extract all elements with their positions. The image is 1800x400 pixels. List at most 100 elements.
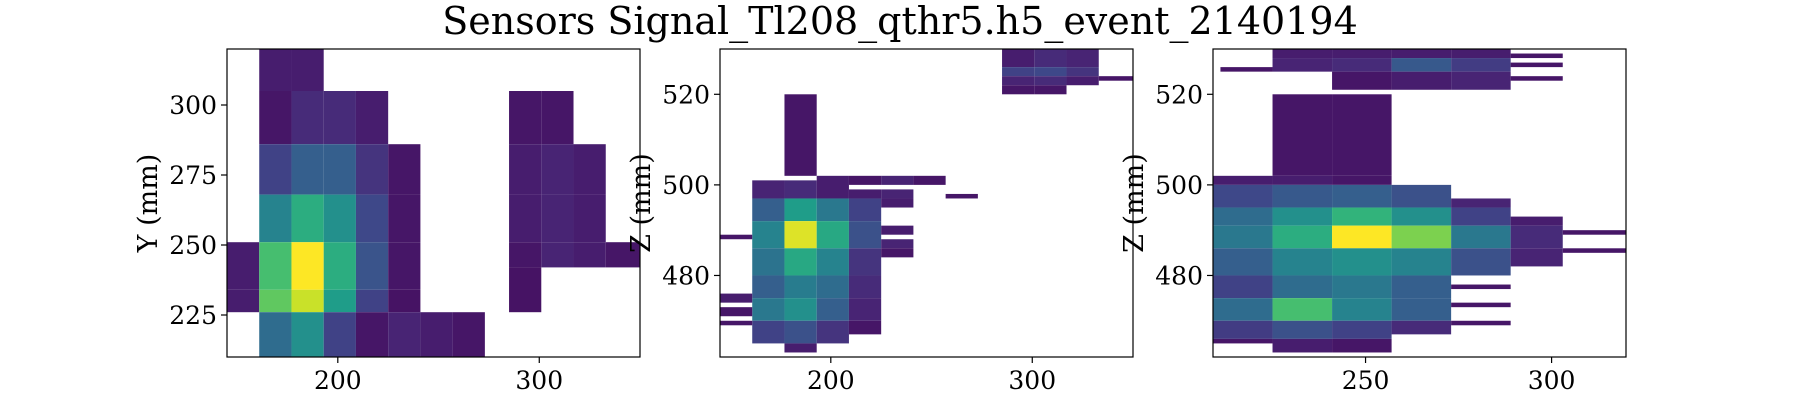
heatmap-cell <box>259 49 292 91</box>
heatmap-cell <box>1451 198 1511 208</box>
heatmap-cell <box>913 175 946 185</box>
heatmap-cell <box>1562 230 1626 235</box>
heatmap-cell <box>1391 298 1452 321</box>
heatmap-cell <box>1391 225 1452 249</box>
heatmap-cell <box>355 91 389 145</box>
heatmap-cell <box>605 242 640 268</box>
y-axis-label: Z (mm) <box>626 153 657 253</box>
heatmap-cell <box>1272 320 1333 339</box>
heatmap-cell <box>1213 225 1273 249</box>
heatmap-cell <box>881 189 914 199</box>
heatmap-cells <box>1213 49 1626 353</box>
panel-xz: 200 300 480 500 520 Z (mm) <box>626 48 1134 395</box>
heatmap-cell <box>259 242 292 290</box>
heatmap-cell <box>1451 320 1511 326</box>
heatmap-cell <box>291 144 324 195</box>
heatmap-cell <box>720 234 753 240</box>
heatmap-cell <box>541 91 574 145</box>
heatmap-cell <box>1332 275 1392 299</box>
heatmap-cell <box>355 242 389 290</box>
heatmap-cell <box>1272 248 1333 276</box>
heatmap-cell <box>1332 248 1392 276</box>
heatmap-cell <box>752 275 785 299</box>
heatmap-cell <box>1272 298 1333 321</box>
axes-frame <box>1212 48 1627 358</box>
heatmap-cell <box>388 242 421 290</box>
heatmap-cell <box>784 298 817 321</box>
heatmap-cell <box>323 242 356 290</box>
heatmap-cell <box>259 194 292 243</box>
heatmap-cell <box>1332 298 1392 321</box>
heatmap-cell <box>1034 49 1067 68</box>
heatmap-cell <box>784 221 817 249</box>
heatmap-cell <box>848 275 882 299</box>
heatmap-cell <box>720 320 753 326</box>
heatmap-cell <box>1510 76 1563 81</box>
heatmap-cell <box>388 194 421 243</box>
heatmap-cell <box>816 221 849 249</box>
heatmap-cell <box>227 289 260 313</box>
y-tick-label: 500 <box>662 171 710 200</box>
axes-frame <box>719 48 1134 358</box>
heatmap-cell <box>1451 49 1511 59</box>
heatmap-cell <box>816 275 849 299</box>
heatmap-cell <box>509 194 542 243</box>
x-tick-label: 300 <box>1528 366 1576 395</box>
heatmap-cell <box>1332 207 1392 226</box>
heatmap-cell <box>1562 248 1626 253</box>
heatmap-cell <box>323 289 356 313</box>
heatmap-cell <box>1098 76 1133 81</box>
heatmap-cell <box>1510 62 1563 68</box>
heatmap-cell <box>388 144 421 195</box>
y-tick-label: 520 <box>1155 80 1203 109</box>
y-tick-label: 275 <box>169 161 217 190</box>
heatmap-cell <box>1451 207 1511 226</box>
y-tick-label: 480 <box>662 261 710 290</box>
heatmap-cell <box>420 312 453 357</box>
heatmap-cell <box>1451 302 1511 308</box>
heatmap-cell <box>848 221 882 249</box>
heatmap-cell <box>573 242 606 268</box>
heatmap-cell <box>1451 248 1511 276</box>
heatmap-cell <box>323 194 356 243</box>
heatmap-cell <box>1332 225 1392 249</box>
heatmap-cell <box>784 180 817 199</box>
x-tick-label: 200 <box>314 366 362 395</box>
heatmap-cell <box>388 289 421 313</box>
heatmap-cell <box>1391 275 1452 299</box>
heatmap-cell <box>355 312 389 357</box>
x-tick-label: 200 <box>807 366 855 395</box>
x-tick-label: 300 <box>1008 366 1056 395</box>
heatmap-cell <box>1272 58 1333 72</box>
heatmap-cell <box>848 175 882 185</box>
heatmap-cell <box>1213 320 1273 339</box>
heatmap-cell <box>541 242 574 268</box>
heatmap-cell <box>848 189 882 199</box>
heatmap-cell <box>1510 53 1563 59</box>
heatmap-cell <box>291 194 324 243</box>
heatmap-cell <box>1332 184 1392 208</box>
heatmap-cell <box>259 144 292 195</box>
heatmap-cell <box>323 312 356 357</box>
heatmap-cell <box>1510 248 1563 267</box>
heatmap-cell <box>784 343 817 353</box>
heatmap-cell <box>1391 184 1452 208</box>
heatmap-cell <box>1391 58 1452 72</box>
heatmap-cell <box>752 248 785 276</box>
heatmap-cell <box>1213 338 1273 344</box>
x-tick-label: 250 <box>1342 366 1390 395</box>
heatmap-cell <box>816 320 849 344</box>
heatmap-cell <box>573 144 606 195</box>
y-tick-label: 300 <box>169 91 217 120</box>
heatmap-cell <box>1272 175 1333 185</box>
heatmap-cell <box>1391 320 1452 335</box>
heatmap-cell <box>1510 216 1563 226</box>
heatmap-cell <box>1272 49 1333 59</box>
heatmap-cell <box>1332 175 1392 185</box>
heatmap-cell <box>1220 67 1273 72</box>
heatmap-cell <box>323 91 356 145</box>
heatmap-cell <box>720 293 753 303</box>
heatmap-cell <box>259 91 292 145</box>
heatmap-cell <box>1002 85 1035 95</box>
